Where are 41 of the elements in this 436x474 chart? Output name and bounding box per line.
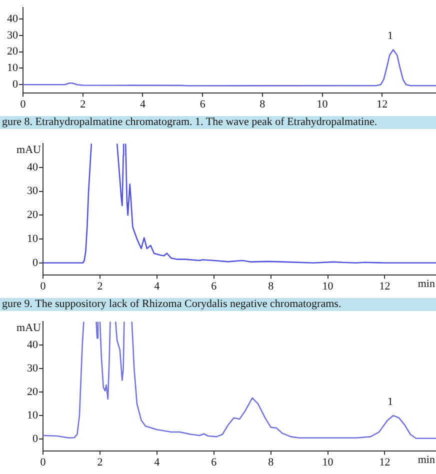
text: gure 8. Etrahydropalmatine chromatogram. 1. The wave peak of Etrahydropalmatine. <box>0 116 436 129</box>
y-tick-label: 40 <box>27 161 38 174</box>
x-tick-label: 6 <box>211 456 218 468</box>
x-axis-title: min <box>418 454 436 466</box>
y-tick-label: 10 <box>27 409 38 422</box>
y-tick-label: 30 <box>27 362 38 374</box>
x-tick-label: 2 <box>80 98 86 110</box>
y-tick-label: 30 <box>27 185 38 198</box>
x-axis-title: min <box>418 278 436 290</box>
annotation: 1 <box>387 30 393 42</box>
y-tick-label: 40 <box>27 338 38 351</box>
x-tick-label: 12 <box>376 98 388 110</box>
y-tick-label: 20 <box>7 46 18 58</box>
x-tick-label: 12 <box>379 456 390 468</box>
y-tick-label: 0 <box>32 432 38 445</box>
y-tick-label: 40 <box>7 12 18 25</box>
x-tick-label: 10 <box>322 280 334 292</box>
x-tick-label: 6 <box>211 280 218 292</box>
annotation: 1 <box>388 396 394 408</box>
x-tick-label: 10 <box>322 456 334 468</box>
y-axis-title: mAU <box>16 322 42 334</box>
y-tick-label: 20 <box>27 386 38 398</box>
x-tick-label: 6 <box>200 98 206 110</box>
x-tick-label: 10 <box>316 98 328 110</box>
x-tick-label: 12 <box>379 280 390 292</box>
x-tick-label: 4 <box>154 456 160 468</box>
x-tick-label: 8 <box>268 280 274 292</box>
y-tick-label: 20 <box>27 209 38 222</box>
x-tick-label: 2 <box>97 456 103 468</box>
x-tick-label: 8 <box>268 456 274 468</box>
y-axis-title: mAU <box>16 144 42 156</box>
y-tick-label: 10 <box>7 62 18 74</box>
y-tick-label: 0 <box>12 78 18 90</box>
x-tick-label: 4 <box>154 280 160 292</box>
x-tick-label: 4 <box>140 98 146 110</box>
x-tick-label: 8 <box>260 98 266 110</box>
y-tick-label: 0 <box>32 256 38 269</box>
y-tick-label: 10 <box>27 232 38 245</box>
y-tick-label: 30 <box>7 29 18 42</box>
text: gure 9. The suppository lack of Rhizoma Corydalis negative chromatograms. <box>0 298 436 311</box>
x-tick-label: 2 <box>97 280 103 292</box>
